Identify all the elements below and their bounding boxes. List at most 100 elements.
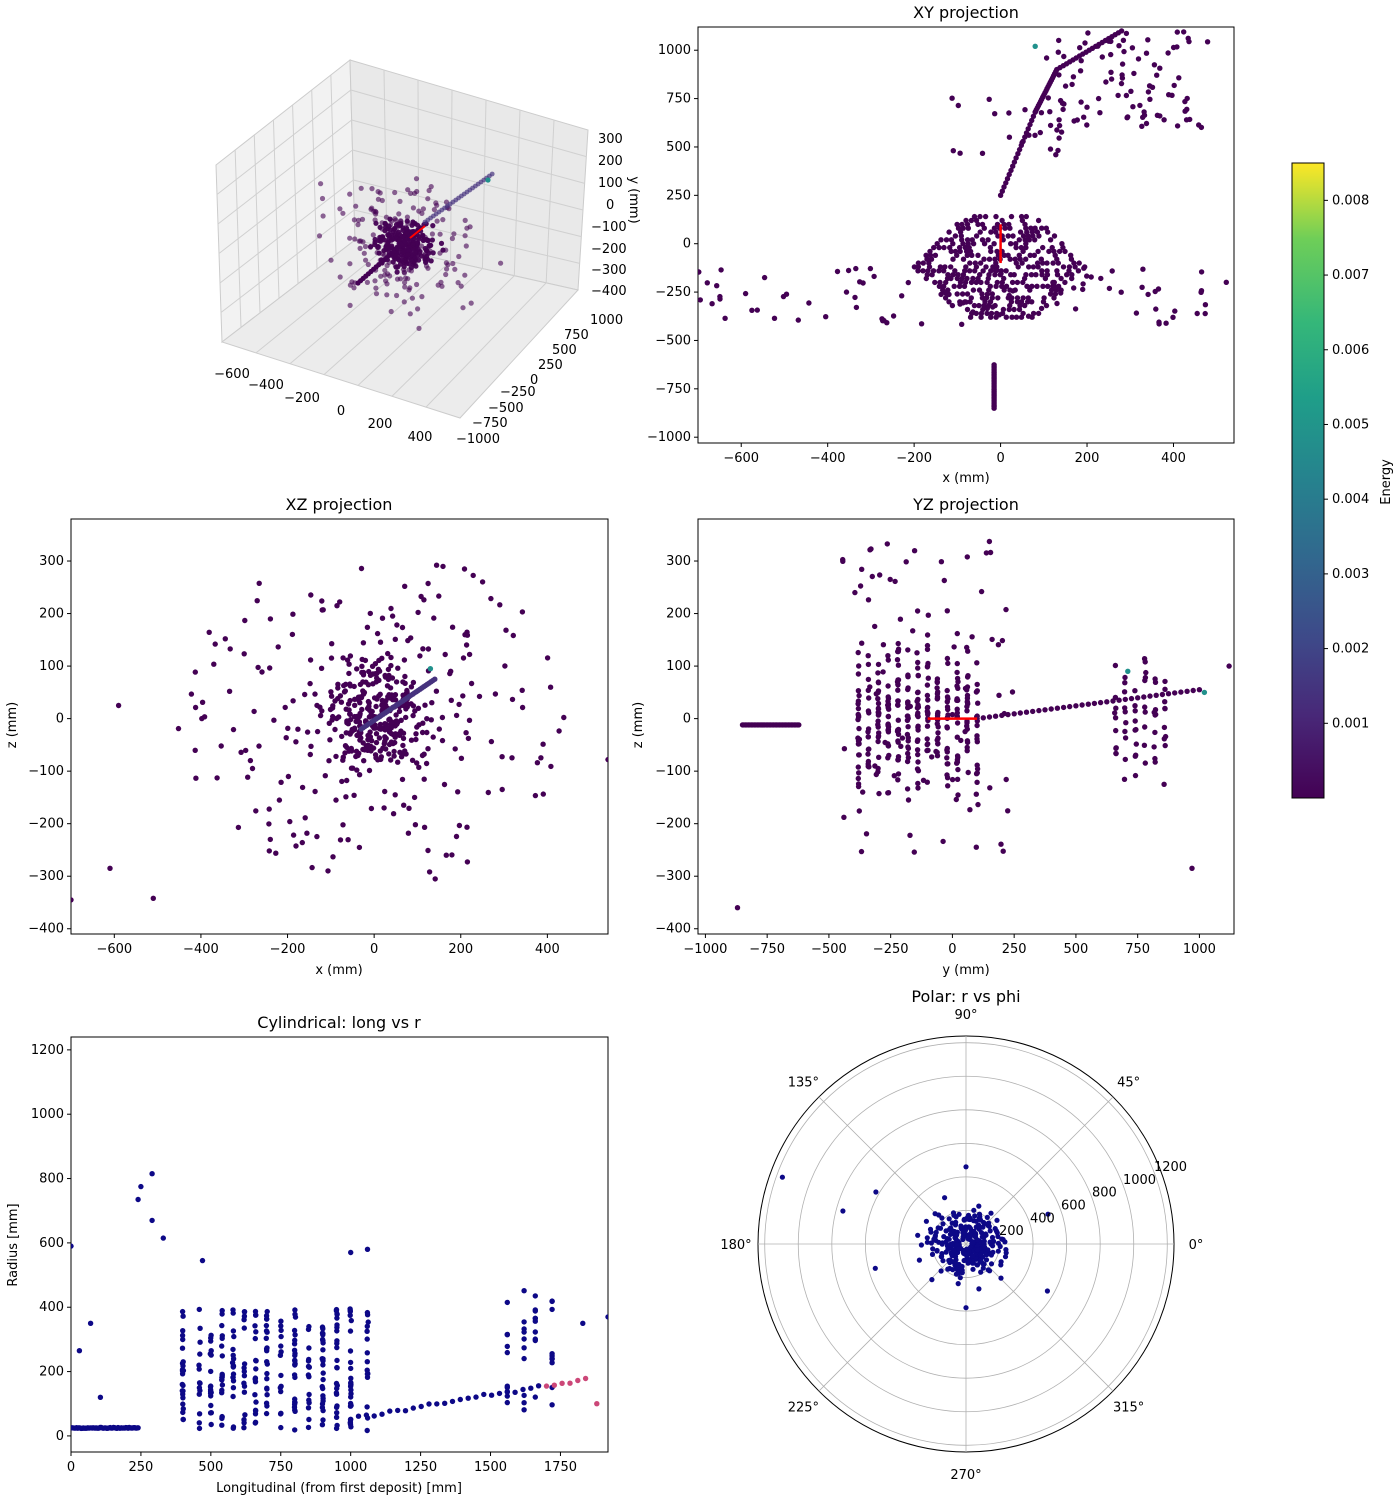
point-cyl: [521, 1336, 527, 1342]
point-cyl: [387, 1408, 393, 1414]
point-xy: [1066, 264, 1073, 270]
point-yz: [915, 665, 921, 671]
point-cyl: [197, 1380, 203, 1387]
point-xy: [991, 225, 998, 231]
point-cyl: [230, 1393, 236, 1400]
point-3d: [410, 205, 416, 211]
point-xy: [1145, 37, 1151, 43]
point-xz: [387, 716, 393, 722]
point-cyl: [305, 1372, 312, 1378]
point-cyl: [371, 1413, 377, 1419]
point-xz: [433, 688, 440, 694]
point-3d: [394, 269, 400, 275]
point-yz: [865, 708, 872, 714]
point-xz: [304, 729, 311, 735]
point-yz: [924, 692, 931, 699]
point-xy: [977, 272, 983, 278]
point-xy: [954, 221, 960, 228]
point-yz: [1153, 692, 1159, 698]
point-polar: [995, 1233, 1001, 1240]
point-polar: [943, 1239, 949, 1245]
point-xy: [1118, 289, 1124, 295]
point-yz: [1165, 691, 1172, 697]
point-3d: [369, 186, 375, 192]
point-xy: [1116, 43, 1122, 49]
point-xy: [986, 256, 993, 262]
point-xy: [979, 221, 986, 228]
xtick-label-yz: 750: [1125, 942, 1150, 957]
point-cyl: [504, 1383, 510, 1389]
point-xz: [464, 824, 470, 830]
point-xy: [843, 289, 850, 295]
points-xz: [71, 562, 608, 903]
point-3d: [401, 257, 407, 263]
point-polar: [973, 1218, 979, 1224]
title-xz: XZ projection: [286, 495, 393, 514]
point-xz: [328, 693, 335, 699]
point-xy: [1166, 92, 1172, 98]
point-xy: [945, 272, 951, 278]
y-ticks-3d: 1000 750 500 250 0 −250 −500 −750 −1000: [456, 313, 623, 447]
point-xy: [1051, 233, 1058, 239]
red-track-3d: [409, 225, 426, 239]
grid-line-3d: [351, 119, 585, 184]
point-xz: [468, 680, 475, 687]
point-3d: [444, 266, 450, 272]
point-polar: [980, 1265, 986, 1271]
point-xz: [314, 833, 320, 840]
point-polar: [967, 1231, 973, 1237]
point-xy: [1014, 299, 1021, 305]
point-xz: [329, 641, 335, 647]
polar-theta-label: 315°: [1113, 1401, 1144, 1416]
point-cyl: [253, 1366, 259, 1372]
point-cyl: [348, 1416, 354, 1423]
point-3d: [412, 261, 418, 267]
point-cyl: [292, 1332, 298, 1338]
point-xz: [415, 705, 422, 711]
point-xy: [1009, 314, 1015, 320]
point-polar: [928, 1240, 935, 1246]
point-xy: [905, 279, 911, 286]
point-yz: [1142, 724, 1148, 730]
point-yz: [1161, 736, 1168, 742]
point-3d: [420, 206, 426, 212]
point-xz: [287, 818, 293, 825]
point-cyl: [306, 1356, 312, 1363]
point-cyl: [418, 1403, 424, 1410]
point-cyl: [252, 1335, 258, 1342]
point-xy: [1011, 272, 1017, 278]
point-xz: [403, 714, 409, 721]
point-yz: [954, 720, 961, 726]
point-polar: [988, 1210, 994, 1216]
point-cyl: [320, 1362, 326, 1368]
point-xz: [502, 663, 508, 669]
point-xy: [923, 252, 929, 258]
point-xz: [343, 730, 349, 736]
point-xz: [425, 646, 432, 652]
z-label-3d: y (mm): [626, 176, 641, 223]
point-xy: [973, 233, 980, 239]
point-yz: [855, 741, 862, 747]
point-xy: [946, 229, 952, 235]
point-cyl: [551, 1382, 557, 1388]
point-xy: [1006, 134, 1013, 140]
point-xz: [332, 726, 338, 733]
point-xy: [943, 237, 950, 243]
point-xz: [509, 696, 516, 703]
point-xz: [460, 693, 466, 699]
point-cyl: [264, 1370, 270, 1377]
point-yz: [867, 547, 873, 553]
point-xy: [1034, 283, 1040, 289]
point-cyl: [292, 1311, 298, 1318]
point-xy: [1174, 123, 1181, 129]
axes-xy: −600 −400 −200 0 200 400−1000−750−500−2500250…: [647, 26, 1235, 466]
point-cyl: [543, 1383, 550, 1389]
point-xy: [1040, 283, 1046, 289]
point-xz: [414, 760, 420, 766]
point-cyl: [364, 1323, 370, 1330]
point-xz: [540, 791, 546, 797]
point-xz: [347, 716, 354, 723]
colorbar-tick-label: 0.007: [1332, 268, 1369, 283]
point-xy: [1056, 117, 1062, 123]
point-cyl: [320, 1407, 326, 1414]
